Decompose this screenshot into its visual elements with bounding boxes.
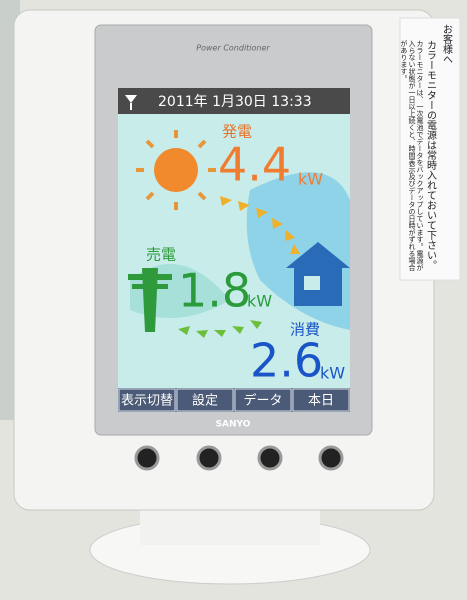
selling-value: 1.8 (178, 264, 251, 318)
note-main: カラーモニターの電源は常時入れておいて下さい。 (424, 40, 436, 270)
selling-unit: kW (247, 292, 272, 311)
hardware-button[interactable] (259, 447, 281, 469)
model-label: Power Conditioner (196, 44, 270, 53)
hardware-button[interactable] (136, 447, 158, 469)
note-detail: カラーモニターは、一次電池でデータをバックアップしています。電源が入らない状態が… (402, 40, 424, 275)
generation-value: 4.4 (218, 138, 291, 192)
status-text: 2011年 1月30日 13:33 (158, 94, 312, 110)
note-heading: お客様へ (440, 24, 452, 84)
hardware-button[interactable] (198, 447, 220, 469)
stand-neck (140, 505, 320, 545)
brand: SANYO (216, 420, 251, 430)
photo: Power Conditioner SANYO 2011年 1月30日 13:3… (0, 0, 467, 600)
screen-button-label[interactable]: 設定 (192, 393, 218, 409)
hardware-button[interactable] (320, 447, 342, 469)
device-scene: Power Conditioner SANYO 2011年 1月30日 13:3… (0, 0, 467, 600)
selling-label: 売電 (146, 246, 176, 264)
screen-button-label[interactable]: 表示切替 (121, 394, 173, 409)
generation-unit: kW (298, 170, 323, 189)
consumption-value: 2.6 (250, 334, 323, 388)
consumption-unit: kW (320, 364, 345, 383)
button-bar: 表示切替 設定 データ 本日 (118, 388, 350, 412)
screen-button-label[interactable]: 本日 (308, 394, 334, 409)
screen-button-label[interactable]: データ (243, 393, 282, 409)
